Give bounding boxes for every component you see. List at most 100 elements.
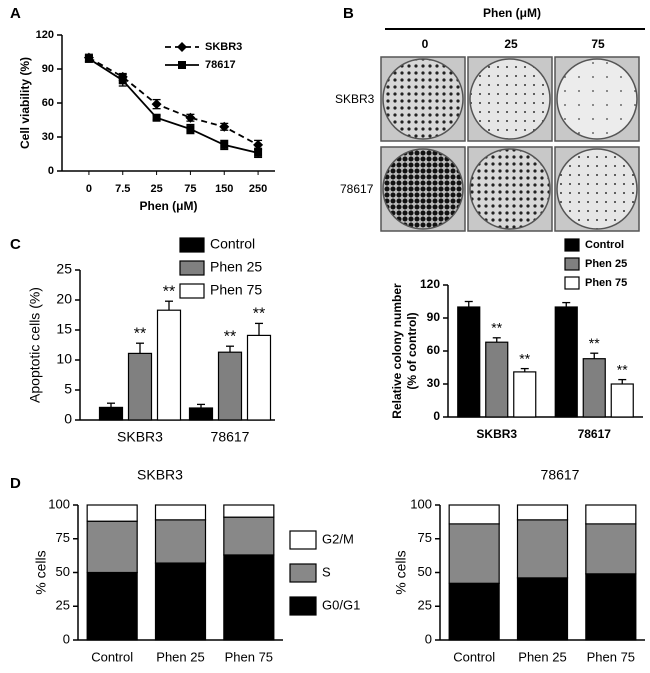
annotation: ** <box>589 335 600 351</box>
panel-label: C <box>10 236 21 253</box>
y-tick-label: 0 <box>433 409 440 423</box>
column-label: 25 <box>504 37 518 51</box>
legend-swatch <box>564 276 580 290</box>
y-tick-label: 90 <box>427 310 441 324</box>
bar-segment <box>516 504 569 521</box>
line <box>88 58 259 154</box>
error-bar <box>562 301 571 307</box>
y-tick-label: 25 <box>56 598 70 613</box>
y-axis-label: Cell viability (%) <box>18 57 32 149</box>
x-tick-label: 25 <box>150 183 162 195</box>
y-tick-label: 0 <box>64 411 72 427</box>
bar-segment <box>223 516 275 556</box>
bar-segment <box>154 519 207 564</box>
y-tick-label: 90 <box>42 63 54 75</box>
legend-label: SKBR3 <box>205 41 242 53</box>
y-tick-label: 50 <box>56 564 70 579</box>
x-tick-label: Phen 75 <box>587 649 635 664</box>
marker <box>253 139 264 150</box>
bar-segment <box>154 562 207 641</box>
y-tick-label: 30 <box>427 376 441 390</box>
y-tick-label: 15 <box>56 321 72 337</box>
bar-segment <box>86 520 138 574</box>
marker <box>185 112 196 123</box>
error-bar <box>618 378 627 384</box>
bar-segment <box>448 523 500 584</box>
legend-label: Control <box>585 239 624 251</box>
bar-segment <box>86 571 138 641</box>
error-bar <box>107 402 115 408</box>
bar <box>513 371 537 418</box>
legend-swatch <box>179 237 205 253</box>
x-tick-label: 150 <box>215 183 233 195</box>
x-tick-label: 0 <box>86 183 92 195</box>
bar <box>188 407 214 421</box>
bar-segment <box>585 573 637 641</box>
y-tick-label: 75 <box>418 530 432 545</box>
bar-segment <box>448 504 500 525</box>
error-bar <box>492 337 501 343</box>
marker <box>152 113 161 122</box>
bar <box>457 306 481 418</box>
error-bar <box>520 367 529 372</box>
x-tick-label: 78617 <box>211 429 250 445</box>
legend-label: 78617 <box>205 59 236 71</box>
bar-segment <box>585 523 637 575</box>
legend-label: Phen 25 <box>585 258 627 270</box>
x-tick-label: 250 <box>249 183 267 195</box>
y-tick-label: 100 <box>410 496 432 511</box>
y-tick-label: 25 <box>56 261 72 277</box>
bar-segment <box>154 504 207 521</box>
colony-title: Phen (μM) <box>483 6 541 20</box>
bar <box>582 358 606 418</box>
error-bar <box>226 345 234 353</box>
y-tick-label: 120 <box>420 277 440 291</box>
marker <box>151 99 162 110</box>
y-tick-label: 25 <box>418 598 432 613</box>
marker <box>186 125 195 134</box>
bar <box>554 306 578 418</box>
error-bar <box>590 352 599 359</box>
x-tick-label: SKBR3 <box>476 427 517 441</box>
legend-swatch <box>289 530 317 550</box>
legend-marker <box>178 61 186 69</box>
y-axis-label: Apoptotic cells (%) <box>27 287 43 403</box>
y-tick-label: 10 <box>56 351 72 367</box>
plate <box>382 148 464 230</box>
y-tick-label: 50 <box>418 564 432 579</box>
x-tick-label: 78617 <box>578 427 612 441</box>
bar <box>98 406 124 421</box>
annotation: ** <box>617 361 628 377</box>
x-tick-label: Control <box>453 649 495 664</box>
bar-segment <box>448 582 500 641</box>
plate <box>382 58 464 140</box>
y-axis-label: Relative colony number <box>390 283 404 419</box>
annotation: ** <box>253 306 265 323</box>
y-tick-label: 60 <box>42 97 54 109</box>
y-tick-label: 60 <box>427 343 441 357</box>
y-axis-label: (% of control) <box>405 312 419 389</box>
chart-title: SKBR3 <box>137 467 183 483</box>
chart-title: 78617 <box>541 467 580 483</box>
y-tick-label: 75 <box>56 530 70 545</box>
bar <box>485 341 509 418</box>
panel-label: D <box>10 475 21 492</box>
column-label: 0 <box>422 37 429 51</box>
panel-label: B <box>343 5 354 22</box>
bar <box>217 351 243 421</box>
annotation: ** <box>163 283 175 300</box>
legend-label: Phen 25 <box>210 259 262 275</box>
x-axis-label: Phen (μM) <box>139 199 197 213</box>
bar-segment <box>86 504 138 522</box>
y-axis-label: % cells <box>33 550 49 594</box>
y-tick-label: 30 <box>42 131 54 143</box>
plate <box>556 58 638 140</box>
y-tick-label: 0 <box>63 631 70 646</box>
y-tick-label: 5 <box>64 381 72 397</box>
bar-segment <box>223 554 275 641</box>
marker <box>84 54 93 63</box>
legend-swatch <box>564 257 580 271</box>
legend-swatch <box>289 563 317 583</box>
panel-label: A <box>10 5 21 22</box>
